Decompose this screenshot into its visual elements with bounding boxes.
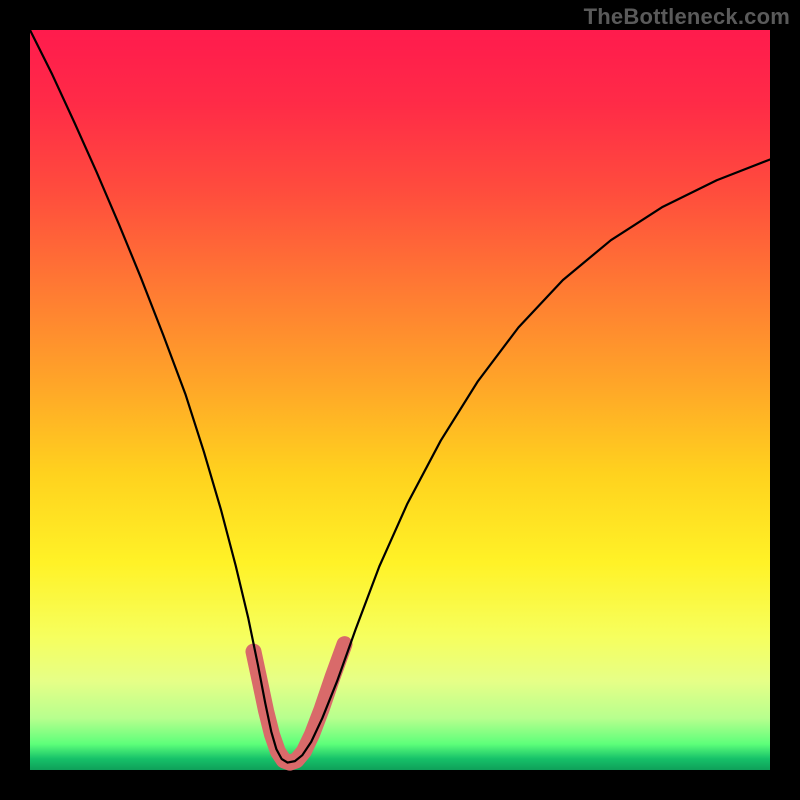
bottleneck-chart-svg (0, 0, 800, 800)
watermark-text: TheBottleneck.com (584, 4, 790, 30)
plot-background (30, 30, 770, 770)
chart-canvas: TheBottleneck.com (0, 0, 800, 800)
